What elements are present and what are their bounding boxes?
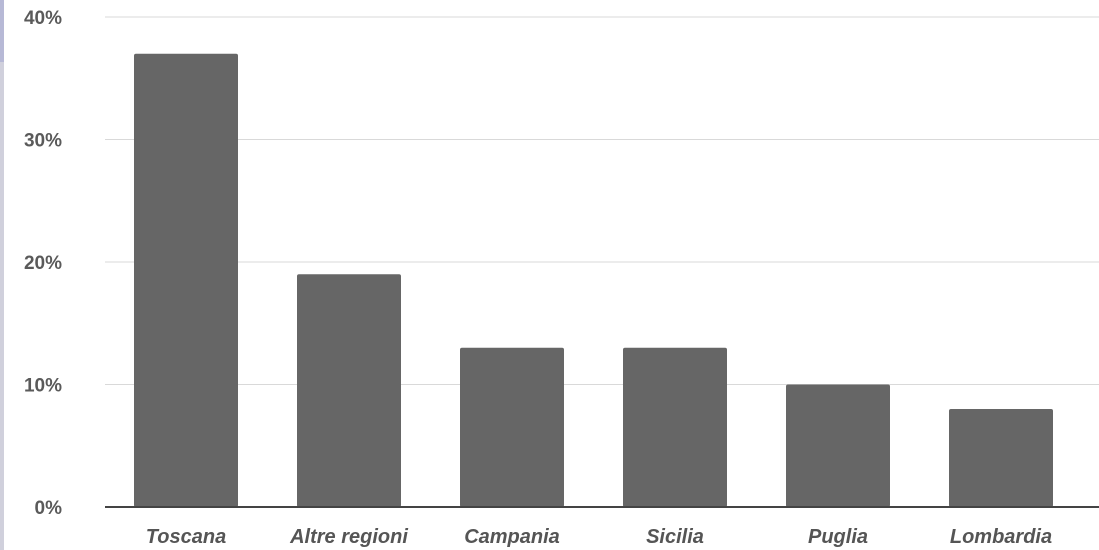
left-edge-strip [0,0,4,550]
left-edge-strip-top [0,0,4,62]
bar-layer [134,53,1053,507]
x-category-label: Campania [464,526,560,548]
y-tick-label: 40% [24,8,62,29]
bar-puglia [786,384,890,507]
bar-campania [460,347,564,507]
y-tick-labels: 0% 10% 20% 30% 40% [24,8,62,519]
grid-layer [105,16,1099,385]
y-tick-label: 0% [35,498,63,519]
x-category-label: Puglia [808,526,868,548]
y-tick-label: 20% [24,253,62,274]
bar-toscana [134,53,238,507]
y-tick-label: 30% [24,131,62,152]
x-category-label: Lombardia [950,526,1052,548]
x-category-labels: Toscana Altre regioni Campania Sicilia Pugli… [146,526,1052,548]
x-category-label: Toscana [146,526,226,548]
x-category-label: Altre regioni [289,526,408,548]
bar-lombardia [949,409,1053,507]
x-category-label: Sicilia [646,526,704,548]
y-tick-label: 10% [24,376,62,397]
bar-altre-regioni [297,274,401,507]
bar-sicilia [623,347,727,507]
